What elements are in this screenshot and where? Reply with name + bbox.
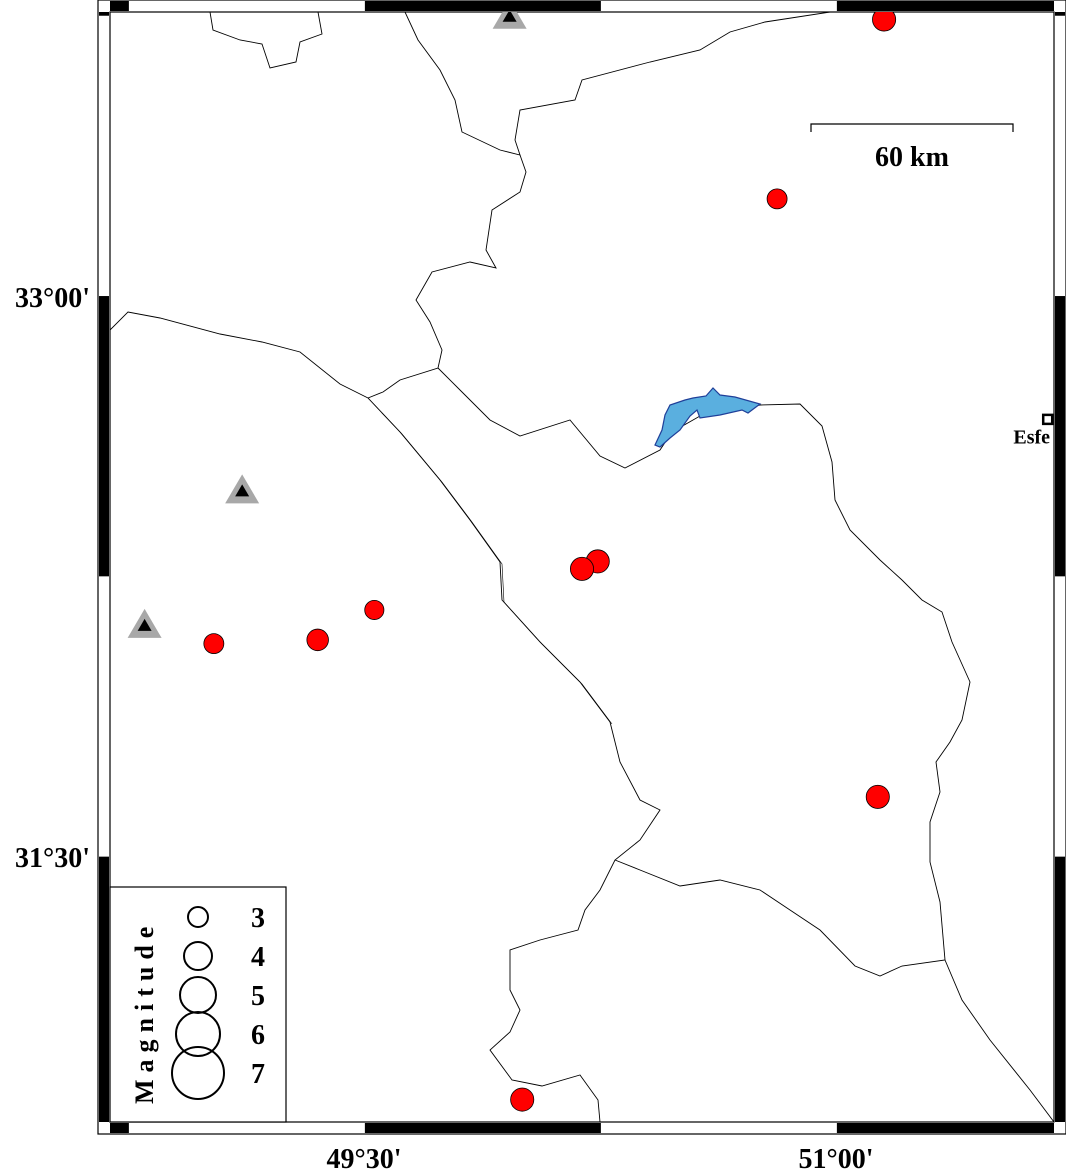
lon-tick-label: 51°00' [799,1144,874,1172]
triangle-station-icon [502,12,517,22]
lake [654,387,762,448]
earthquake-event [510,1087,535,1112]
frame-segment [99,296,109,577]
earthquake-event [766,188,788,210]
border-line [367,154,527,399]
legend-label: 6 [251,1020,265,1051]
earthquake-event [570,556,595,581]
province-borders [110,12,1054,1122]
legend-circle [171,1046,225,1100]
frame-segment [1055,296,1065,577]
border-line [110,311,369,399]
scale-bar: 60 km [810,123,1014,173]
city-marker-icon [1041,413,1054,426]
magnitude-legend: Magnitude 3 4 5 6 7 [109,886,287,1123]
legend-label: 3 [251,903,265,934]
legend-circle [175,1011,221,1057]
city-esfahan: Esfe [1013,413,1054,448]
earthquake-event [872,12,897,32]
stations-layer [127,12,527,638]
seismic-station [225,474,260,504]
legend-label: 4 [251,942,265,973]
border-line [367,397,613,725]
earthquake-event [203,633,225,655]
earthquake-event [865,784,890,809]
border-line [944,959,1054,1122]
border-line [404,12,831,156]
scale-bar-line [810,123,1014,132]
border-line [367,397,661,1122]
frame-segment [99,12,109,16]
frame-segment [364,1,601,11]
seismic-station [127,608,162,638]
border-line [209,12,323,69]
legend-title: Magnitude [130,920,159,1104]
frame-segment [110,1123,129,1133]
frame-segment [1055,12,1065,16]
lon-tick-label: 49°30' [327,1144,402,1172]
legend-circle [183,941,213,971]
seismic-station [492,12,527,29]
earthquake-event [306,628,329,652]
lat-tick-label: 31°30' [15,843,90,874]
city-label: Esfe [1013,426,1050,448]
tick-labels: 49°30' 51°00' 33°00' 31°30' [15,283,873,1172]
earthquake-event [364,599,385,620]
triangle-station-icon [137,618,152,631]
frame-segment [110,1,129,11]
lat-tick-label: 33°00' [15,283,90,314]
frame-segment [836,1,1054,11]
frame-segment [364,1123,601,1133]
scale-bar-label: 60 km [875,142,949,173]
frame-segment [836,1123,1054,1133]
legend-label: 7 [251,1059,265,1090]
frame-segment [1055,856,1065,1122]
legend-circle [187,906,209,928]
frame-segment [99,856,109,1122]
legend-label: 5 [251,981,265,1012]
triangle-station-icon [235,484,250,497]
border-line [437,367,971,977]
events-layer [203,12,897,1112]
